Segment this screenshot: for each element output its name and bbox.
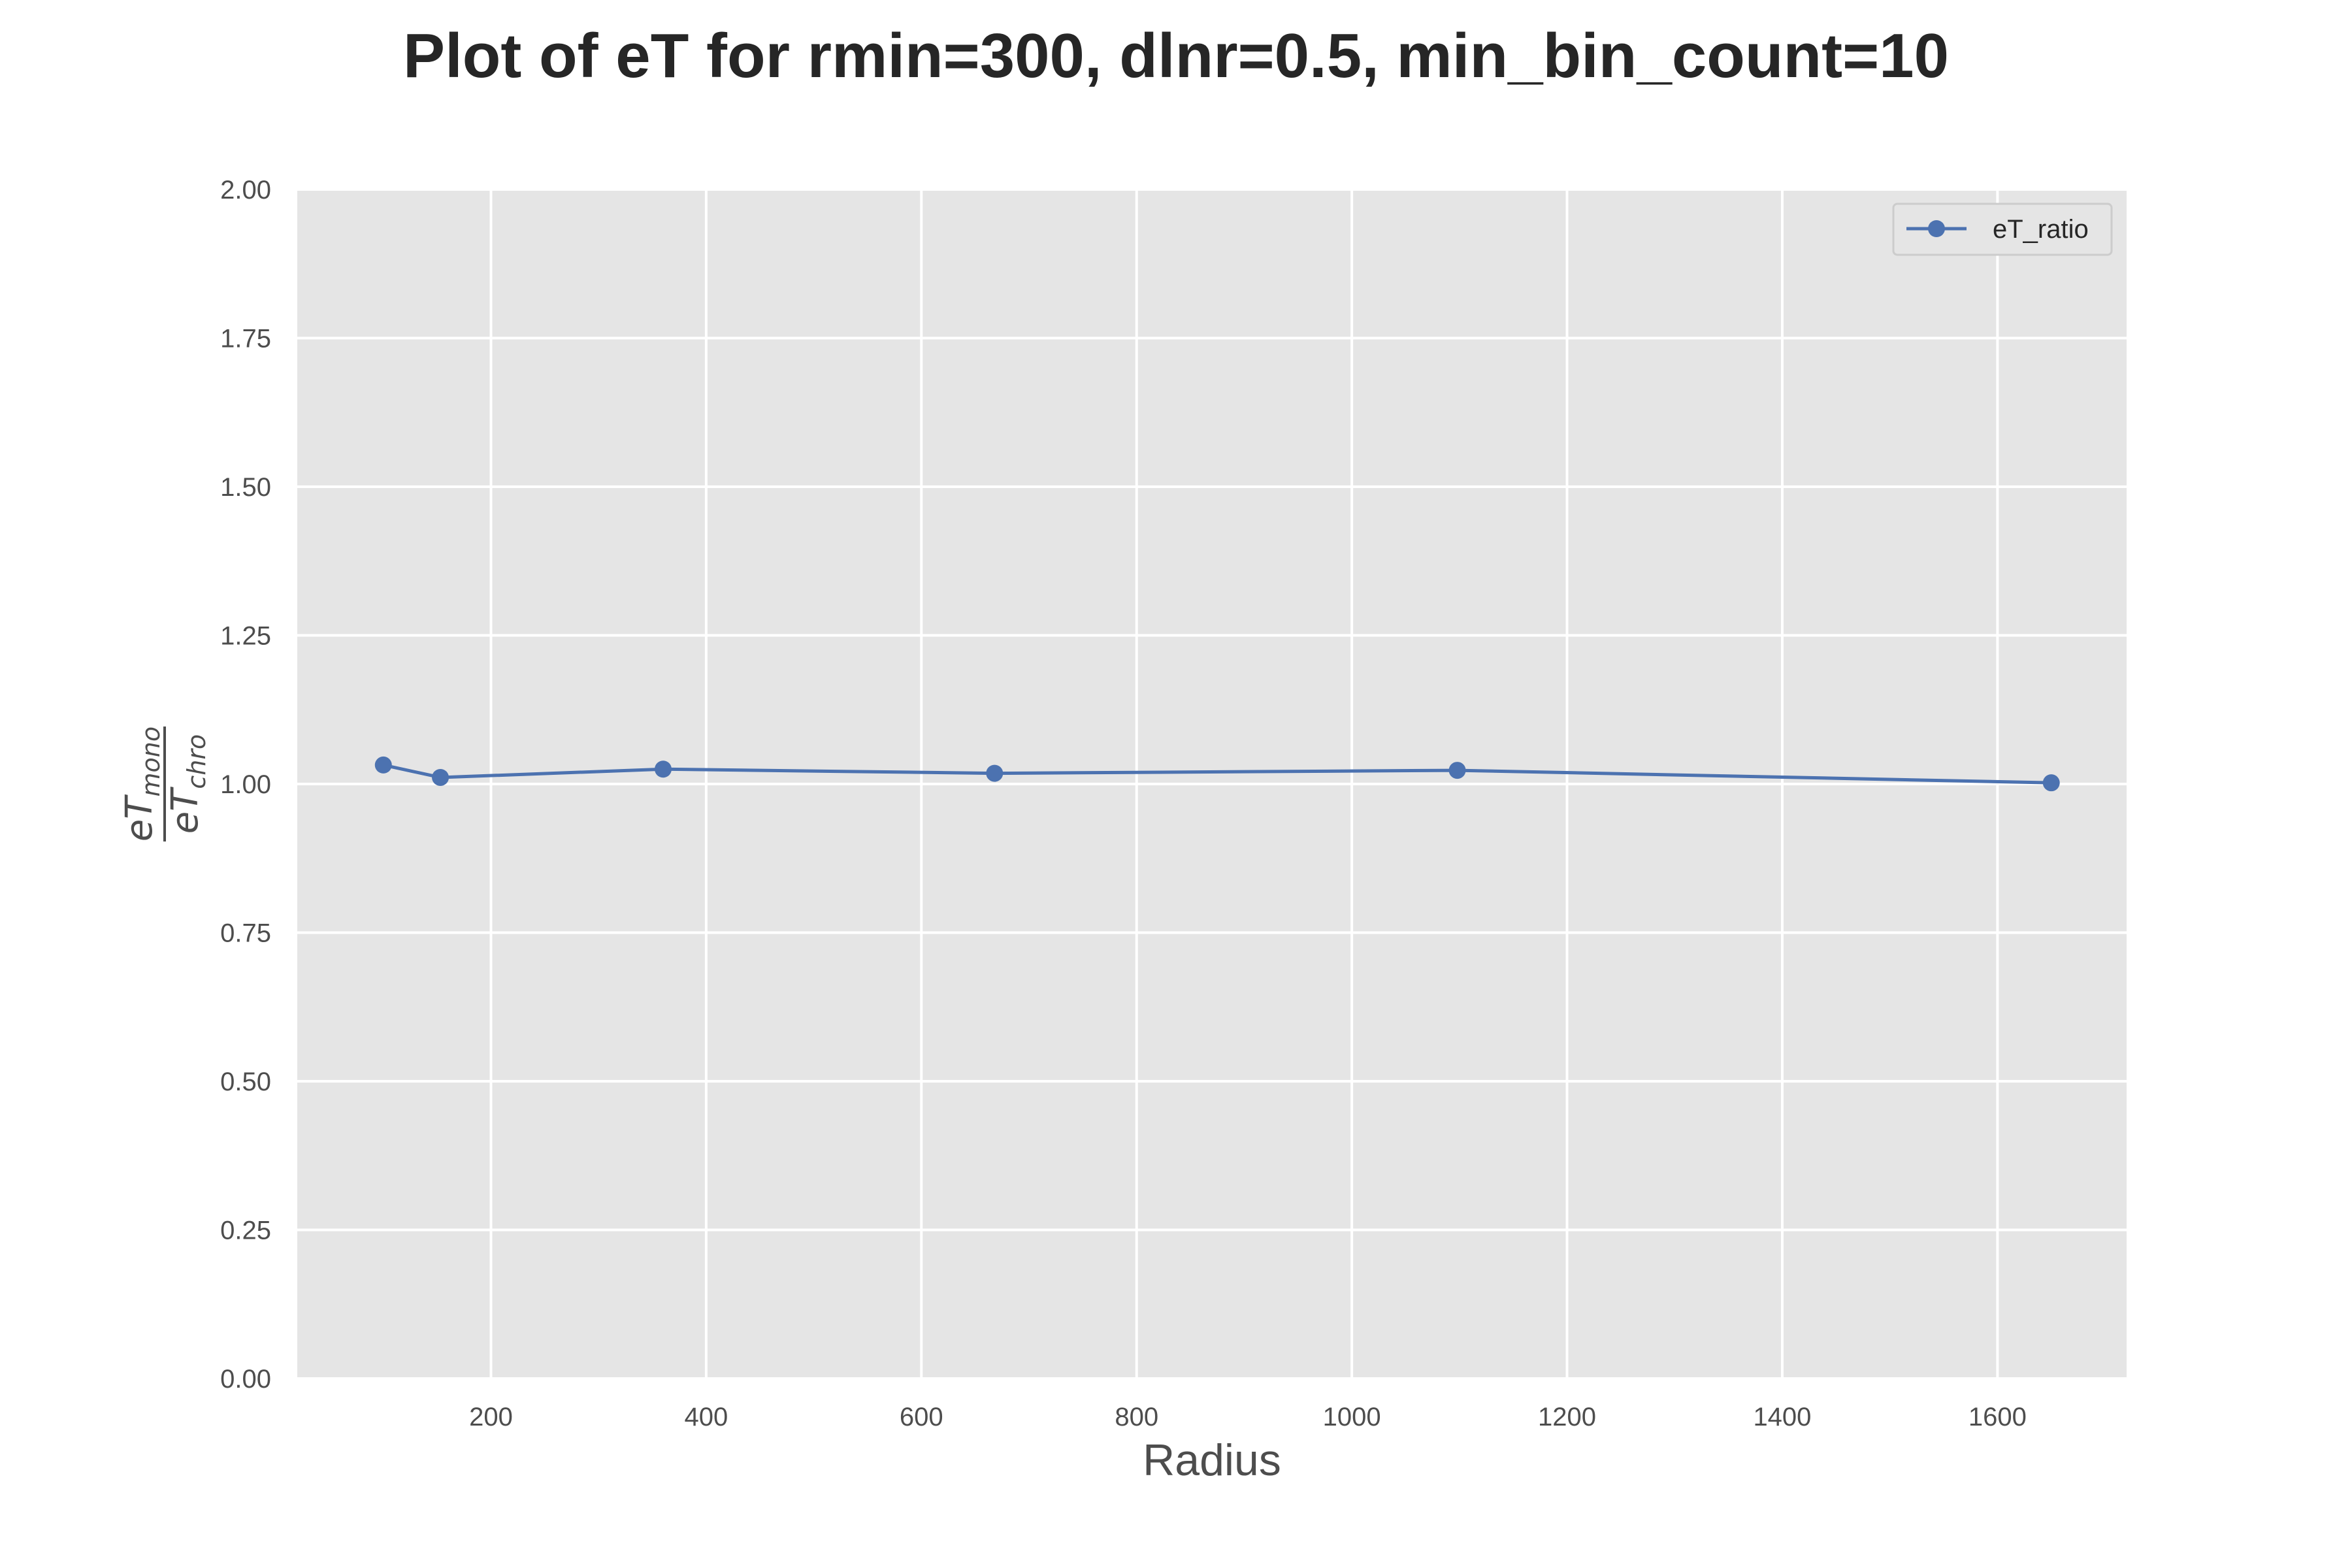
series-group xyxy=(374,756,2060,792)
y-tick-label: 1.00 xyxy=(220,770,271,799)
legend-marker xyxy=(1928,220,1945,237)
data-point xyxy=(655,760,672,778)
x-tick-label: 800 xyxy=(1115,1403,1158,1431)
y-label-numerator-sub: mono xyxy=(137,727,165,797)
svg-text:eTchro: eTchro xyxy=(164,734,211,834)
svg-text:eTmono: eTmono xyxy=(118,727,165,841)
legend-label: eT_ratio xyxy=(1993,215,2089,244)
y-tick-label: 1.25 xyxy=(220,622,271,651)
y-tick-label: 0.75 xyxy=(220,919,271,948)
x-tick-label: 600 xyxy=(900,1403,943,1431)
chart-title: Plot of eT for rmin=300, dlnr=0.5, min_b… xyxy=(403,21,1949,91)
x-tick-label: 200 xyxy=(469,1403,513,1431)
y-tick-label: 0.50 xyxy=(220,1068,271,1096)
x-axis-label: Radius xyxy=(1143,1435,1281,1485)
data-point xyxy=(1448,762,1466,779)
x-tick-label: 400 xyxy=(685,1403,728,1431)
legend: eT_ratio xyxy=(1892,203,2113,256)
y-tick-label: 0.25 xyxy=(220,1217,271,1245)
data-point xyxy=(374,756,392,774)
x-tick-label: 1200 xyxy=(1538,1403,1596,1431)
legend-box xyxy=(1892,203,2113,256)
y-tick-label: 1.50 xyxy=(220,473,271,502)
y-tick-labels: 0.00 0.25 0.50 0.75 1.00 1.25 1.50 1.75 2.00 xyxy=(220,176,271,1394)
data-point xyxy=(2042,774,2060,792)
grid xyxy=(297,188,2127,1380)
y-label-denominator-sub: chro xyxy=(182,734,211,789)
y-tick-label: 0.00 xyxy=(220,1365,271,1394)
y-label-numerator: eT xyxy=(118,794,161,841)
x-tick-label: 1400 xyxy=(1753,1403,1811,1431)
y-axis-label: eTmono eTchro xyxy=(118,727,211,841)
y-tick-label: 2.00 xyxy=(220,176,271,204)
x-tick-label: 1600 xyxy=(1968,1403,2027,1431)
data-point xyxy=(432,768,449,786)
series-line xyxy=(383,763,2051,785)
y-tick-label: 1.75 xyxy=(220,325,271,353)
x-tick-label: 1000 xyxy=(1323,1403,1381,1431)
x-tick-labels: 200 400 600 800 1000 1200 1400 1600 xyxy=(469,1403,2027,1431)
data-point xyxy=(986,764,1004,782)
y-label-denominator: eT xyxy=(164,787,206,834)
